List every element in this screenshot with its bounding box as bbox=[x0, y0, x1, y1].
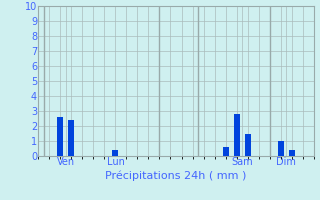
Bar bbox=[244, 134, 251, 156]
Bar bbox=[57, 117, 63, 156]
X-axis label: Précipitations 24h ( mm ): Précipitations 24h ( mm ) bbox=[105, 170, 247, 181]
Bar bbox=[222, 147, 228, 156]
Bar bbox=[68, 120, 75, 156]
Bar bbox=[234, 114, 240, 156]
Bar bbox=[112, 150, 118, 156]
Bar bbox=[277, 141, 284, 156]
Bar bbox=[289, 150, 295, 156]
